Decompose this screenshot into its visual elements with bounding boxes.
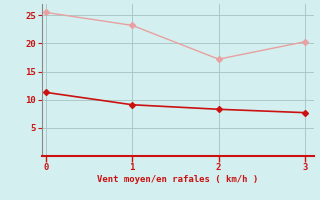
X-axis label: Vent moyen/en rafales ( km/h ): Vent moyen/en rafales ( km/h ) — [97, 175, 258, 184]
